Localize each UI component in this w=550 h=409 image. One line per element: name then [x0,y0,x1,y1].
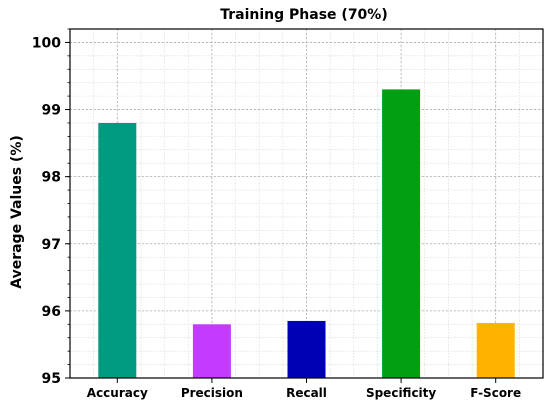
y-tick-label: 98 [42,170,61,186]
x-tick-label: Accuracy [87,386,148,400]
bar-precision [192,324,231,378]
y-tick-label: 96 [42,304,61,320]
y-tick-label: 100 [32,35,61,51]
bars [98,89,515,379]
x-tick-label: Precision [181,386,243,400]
bar-accuracy [98,122,137,378]
y-axis-ticks: 95 96 97 98 99 100 [32,28,70,387]
x-tick-label: Recall [286,386,327,400]
bar-f-score [476,322,515,378]
chart-title: Training Phase (70%) [220,7,387,23]
bar-specificity [382,89,421,379]
y-axis-label: Average Values (%) [9,135,25,289]
x-tick-label: F-Score [470,386,521,400]
x-axis-ticks: Accuracy Precision Recall Specificity F-Scor… [87,378,521,400]
x-tick-label: Specificity [366,386,436,400]
bar-recall [287,320,326,378]
y-tick-label: 99 [42,103,61,119]
y-tick-label: 95 [42,371,61,387]
y-tick-label: 97 [42,237,61,253]
